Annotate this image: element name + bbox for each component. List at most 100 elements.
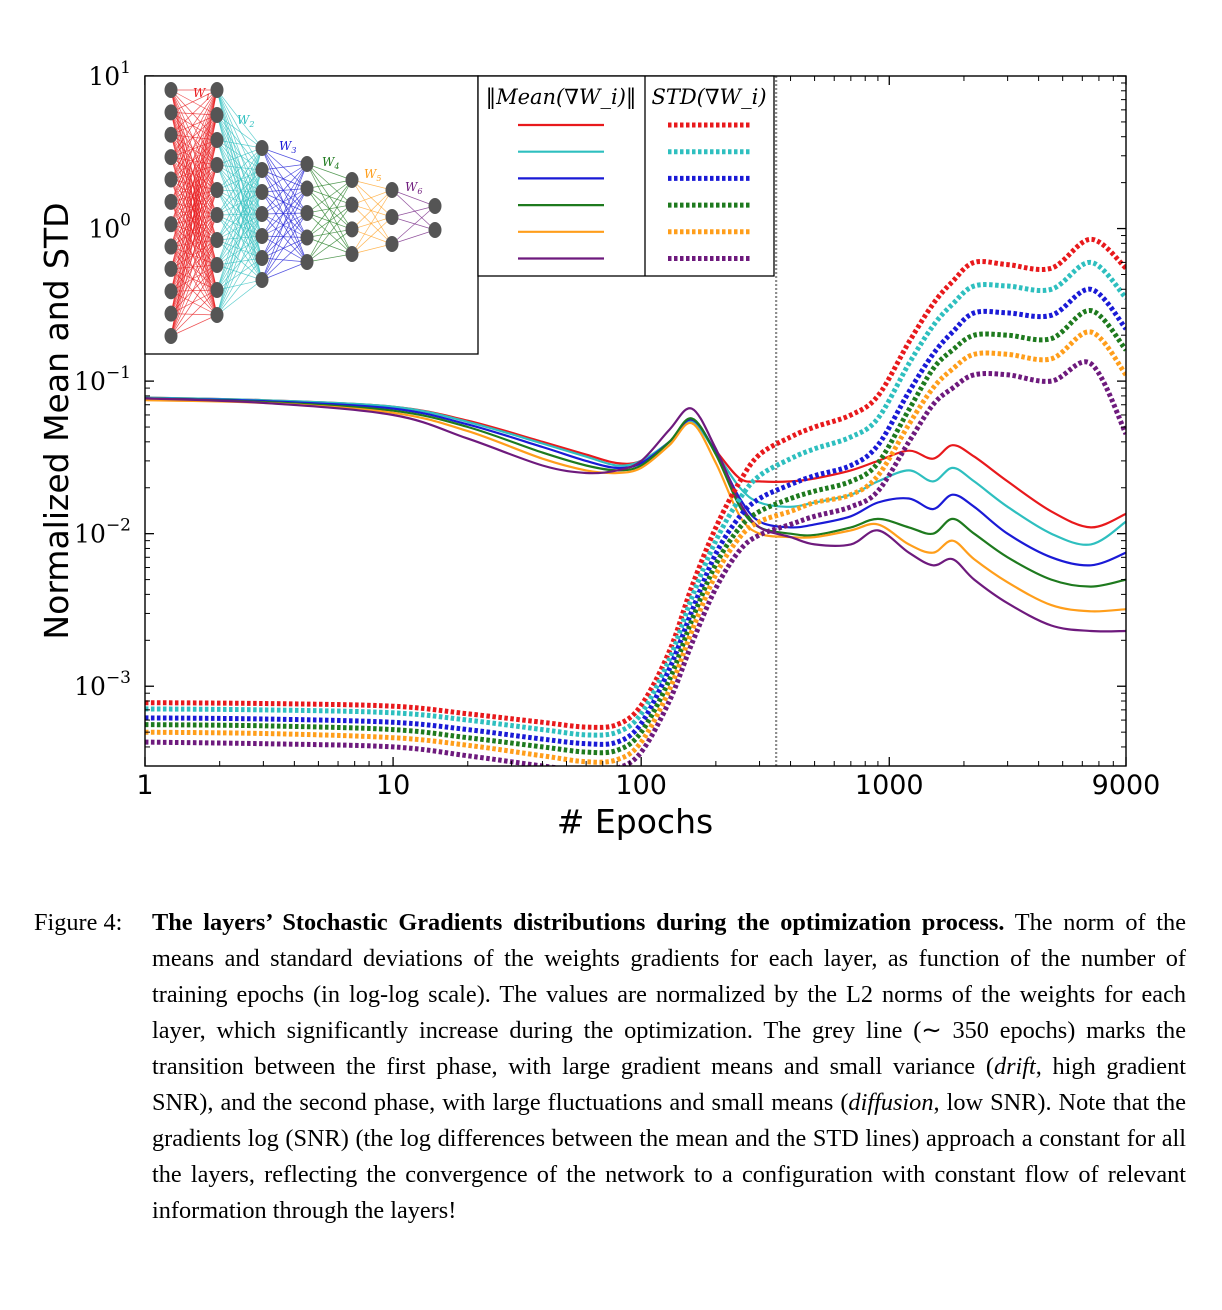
inset-edge — [216, 164, 263, 171]
inset-edge — [170, 289, 218, 292]
inset-node — [385, 209, 399, 225]
inset-edge — [306, 179, 353, 263]
figure-caption: Figure 4: The layers’ Stochastic Gradien… — [34, 905, 1186, 1229]
inset-edge — [170, 164, 218, 225]
series-std-layer-6 — [145, 359, 1126, 766]
inset-node — [345, 246, 359, 262]
inset-edge — [170, 189, 218, 270]
inset-node — [164, 238, 178, 255]
inset-edge — [261, 188, 308, 281]
inset-edge — [351, 243, 393, 255]
inset-edge — [170, 264, 218, 314]
inset-edge — [216, 189, 263, 237]
y-tick-label: 10−2 — [74, 516, 131, 549]
inset-edge — [261, 213, 308, 238]
legend-std-header: STD(∇W_i) — [651, 85, 766, 109]
inset-edge — [170, 201, 218, 291]
inset-edge — [261, 235, 308, 238]
inset-edge — [261, 147, 308, 214]
inset-node — [255, 140, 269, 156]
inset-node — [210, 157, 224, 173]
inset-edge — [170, 112, 218, 266]
inset-edge — [261, 163, 308, 237]
inset-edge — [170, 156, 218, 191]
inset-edge — [216, 89, 263, 171]
caption-title: The layers’ Stochastic Gradients distrib… — [152, 909, 1005, 936]
inset-edge — [261, 147, 308, 263]
inset-node — [210, 132, 224, 148]
inset-edge — [170, 156, 218, 291]
inset-edge — [170, 201, 218, 216]
inset-edge — [261, 188, 308, 193]
inset-edge — [170, 134, 218, 166]
series-std-layer-3 — [145, 286, 1126, 747]
inset-edge — [170, 289, 218, 337]
inset-edge — [170, 214, 218, 225]
inset-node — [164, 193, 178, 210]
inset-edge — [170, 189, 218, 203]
inset-edge — [170, 264, 218, 292]
inset-edge — [170, 164, 218, 270]
inset-edge — [170, 214, 218, 337]
inset-edge — [351, 189, 393, 255]
inset-edge — [216, 279, 263, 316]
inset-edge — [306, 179, 353, 189]
inset-node — [300, 205, 314, 221]
inset-edge — [216, 147, 263, 291]
inset-edge — [216, 214, 263, 259]
inset-edge — [261, 163, 308, 193]
inset-edge — [216, 264, 263, 281]
x-tick-label: 100 — [615, 770, 667, 801]
inset-edge — [216, 114, 263, 149]
inset-edge — [170, 246, 218, 266]
inset-edge — [170, 179, 218, 191]
inset-edge — [170, 179, 218, 216]
inset-edge — [170, 89, 218, 337]
inset-edge — [170, 89, 218, 202]
inset-edge — [351, 179, 393, 245]
inset-edge — [170, 239, 218, 292]
series-std-layer-5 — [145, 329, 1126, 765]
inset-edge — [216, 213, 263, 316]
inset-node — [210, 107, 224, 123]
inset-weight-label: W2 — [237, 113, 254, 129]
inset-edge — [351, 216, 393, 255]
inset-node — [210, 207, 224, 223]
x-axis-label: # Epochs — [557, 802, 713, 841]
inset-edge — [170, 156, 218, 241]
inset-node — [164, 82, 178, 98]
inset-edge — [216, 257, 263, 266]
inset-edge — [261, 163, 308, 215]
inset-edge — [216, 235, 263, 291]
inset-node — [255, 162, 269, 178]
inset-edge — [261, 261, 308, 281]
network-inset: W1 W2 W3 W4 W5 W6 — [144, 75, 479, 355]
inset-edge — [170, 89, 218, 116]
inset-edge — [170, 164, 218, 337]
inset-edge — [306, 229, 353, 263]
inset-edge — [216, 257, 263, 291]
inset-edge — [170, 89, 218, 180]
inset-edge — [216, 239, 263, 281]
inset-edge — [261, 163, 308, 259]
inset-edge — [170, 214, 218, 247]
inset-edge — [216, 239, 263, 259]
series-mean-layer-4 — [145, 397, 1126, 588]
inset-edge — [261, 188, 308, 215]
inset-node — [300, 156, 314, 172]
inset-edge — [216, 169, 263, 191]
inset-node — [255, 184, 269, 200]
inset-edge — [261, 212, 308, 215]
inset-edge — [170, 179, 218, 241]
inset-edge — [216, 139, 263, 171]
inset-edge — [351, 179, 393, 218]
inset-node — [164, 260, 178, 277]
inset-edge — [216, 191, 263, 241]
inset-edge — [170, 112, 218, 166]
inset-edge — [261, 169, 308, 189]
y-tick-label: 10−3 — [74, 668, 131, 701]
inset-node — [300, 180, 314, 197]
inset-edge — [216, 114, 263, 215]
inset-edge — [170, 139, 218, 337]
inset-edge — [170, 89, 218, 247]
